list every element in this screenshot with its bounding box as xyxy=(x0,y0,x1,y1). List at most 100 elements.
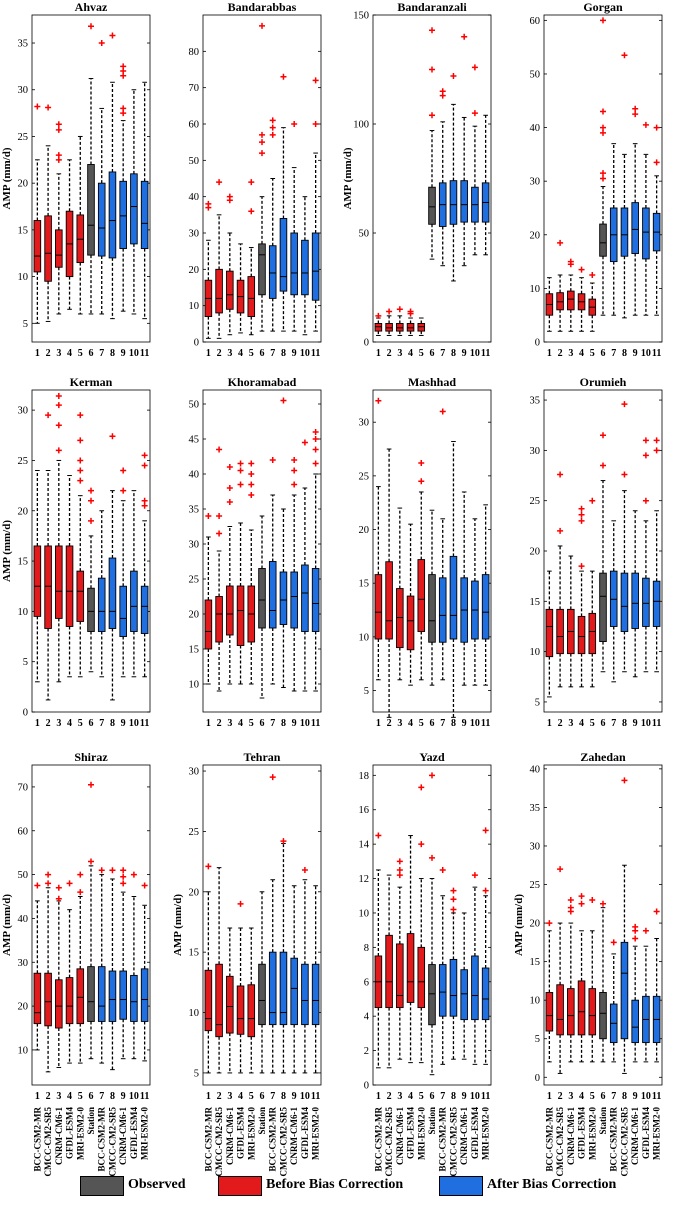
x-tick-label: 1 xyxy=(547,1091,552,1102)
outlier-marker xyxy=(45,412,52,419)
outlier-marker xyxy=(55,402,62,409)
chart-title: Khoramabad xyxy=(228,375,297,389)
x-tick-label: 5 xyxy=(249,1091,254,1102)
plot-frame xyxy=(31,389,151,713)
box xyxy=(545,608,554,658)
model-label: GFDL-ESM4 xyxy=(300,1107,310,1160)
box xyxy=(417,559,426,632)
x-tick-label: 11 xyxy=(652,718,661,729)
model-label: GFDL-ESM4 xyxy=(236,1107,246,1160)
outlier-marker xyxy=(578,893,585,900)
box xyxy=(642,577,650,627)
y-tick-label: 4 xyxy=(364,1012,370,1023)
outlier-marker xyxy=(248,208,255,215)
box xyxy=(97,577,106,632)
model-label: CMCC-CM2-SR5 xyxy=(214,1107,224,1177)
outlier-marker xyxy=(653,159,660,166)
x-tick-label: 2 xyxy=(387,1091,392,1102)
outlier-marker xyxy=(589,896,596,903)
outlier-marker xyxy=(77,467,84,474)
box xyxy=(438,964,447,1017)
outlier-marker xyxy=(589,497,596,504)
x-tick-label: 5 xyxy=(590,348,595,359)
outlier-marker xyxy=(55,895,62,902)
outlier-marker xyxy=(482,827,489,834)
box xyxy=(620,207,629,257)
x-tick-label: 7 xyxy=(270,348,275,359)
chart-title: Zahedan xyxy=(580,750,626,764)
box xyxy=(247,276,256,318)
box xyxy=(599,992,607,1040)
outlier-marker xyxy=(216,446,223,453)
outlier-marker xyxy=(88,781,94,788)
box xyxy=(556,292,564,311)
x-tick-label: 5 xyxy=(249,348,254,359)
box xyxy=(396,943,404,1009)
x-tick-label: 8 xyxy=(451,1091,456,1102)
outlier-marker xyxy=(55,126,62,133)
y-tick-label: 100 xyxy=(353,120,369,131)
outlier-marker xyxy=(34,103,41,110)
x-tick-label: 9 xyxy=(121,718,126,729)
y-axis-label: AMP (mm/d) xyxy=(1,520,13,582)
outlier-marker xyxy=(418,478,425,485)
x-tick-label: 2 xyxy=(217,1091,222,1102)
outlier-marker xyxy=(269,117,276,124)
box xyxy=(290,571,298,629)
x-tick-label: 5 xyxy=(78,1091,83,1102)
x-tick-label: 7 xyxy=(99,718,104,729)
box xyxy=(226,585,234,636)
model-label: MRI-ESM2-0 xyxy=(246,1107,256,1160)
x-tick-label: 9 xyxy=(292,718,297,729)
outlier-marker xyxy=(248,471,255,477)
outlier-marker xyxy=(98,40,105,47)
outlier-marker xyxy=(600,432,606,439)
outlier-marker xyxy=(55,152,62,159)
x-tick-label: 7 xyxy=(611,718,616,729)
box xyxy=(65,545,74,627)
box xyxy=(108,557,117,629)
y-tick-label: 12 xyxy=(359,874,370,885)
model-label: CMCC-CM2-SR5 xyxy=(278,1107,288,1177)
x-tick-label: 8 xyxy=(110,348,115,359)
box xyxy=(556,608,564,655)
x-tick-label: 7 xyxy=(99,348,104,359)
outlier-marker xyxy=(429,112,435,119)
outlier-marker xyxy=(259,131,265,138)
y-tick-label: 40 xyxy=(530,764,541,775)
outlier-marker xyxy=(269,124,276,131)
y-tick-label: 10 xyxy=(530,284,541,295)
box xyxy=(140,180,149,250)
y-tick-label: 14 xyxy=(359,840,370,851)
outlier-marker xyxy=(45,871,52,878)
model-label: BCC-CSM2-MR xyxy=(32,1107,42,1172)
y-tick-label: 15 xyxy=(530,957,541,968)
box xyxy=(374,323,383,332)
model-label: Station xyxy=(86,1107,96,1135)
box xyxy=(406,595,415,651)
x-tick-label: 1 xyxy=(35,1091,40,1102)
y-tick-label: 50 xyxy=(359,229,370,240)
y-tick-label: 50 xyxy=(189,156,200,167)
outlier-marker xyxy=(237,481,244,488)
box xyxy=(279,218,288,292)
x-tick-label: 3 xyxy=(56,348,61,359)
outlier-marker xyxy=(578,511,585,518)
model-label: CNRM-CM6-1 xyxy=(566,1107,576,1165)
model-label: MRI-ESM2-0 xyxy=(652,1107,662,1160)
x-tick-label: 3 xyxy=(568,348,573,359)
y-tick-label: 80 xyxy=(189,47,200,58)
y-tick-label: 25 xyxy=(530,496,541,507)
x-tick-label: 7 xyxy=(99,1091,104,1102)
y-tick-label: 25 xyxy=(189,575,200,586)
x-tick-label: 10 xyxy=(129,348,139,359)
box xyxy=(385,323,393,332)
outlier-marker xyxy=(141,452,148,459)
chart-title: Tehran xyxy=(244,750,281,764)
box xyxy=(258,963,266,1026)
y-tick-label: 60 xyxy=(18,826,29,837)
x-tick-label: 6 xyxy=(89,718,94,729)
x-tick-label: 3 xyxy=(56,1091,61,1102)
box xyxy=(87,587,95,632)
x-tick-label: 6 xyxy=(260,348,265,359)
